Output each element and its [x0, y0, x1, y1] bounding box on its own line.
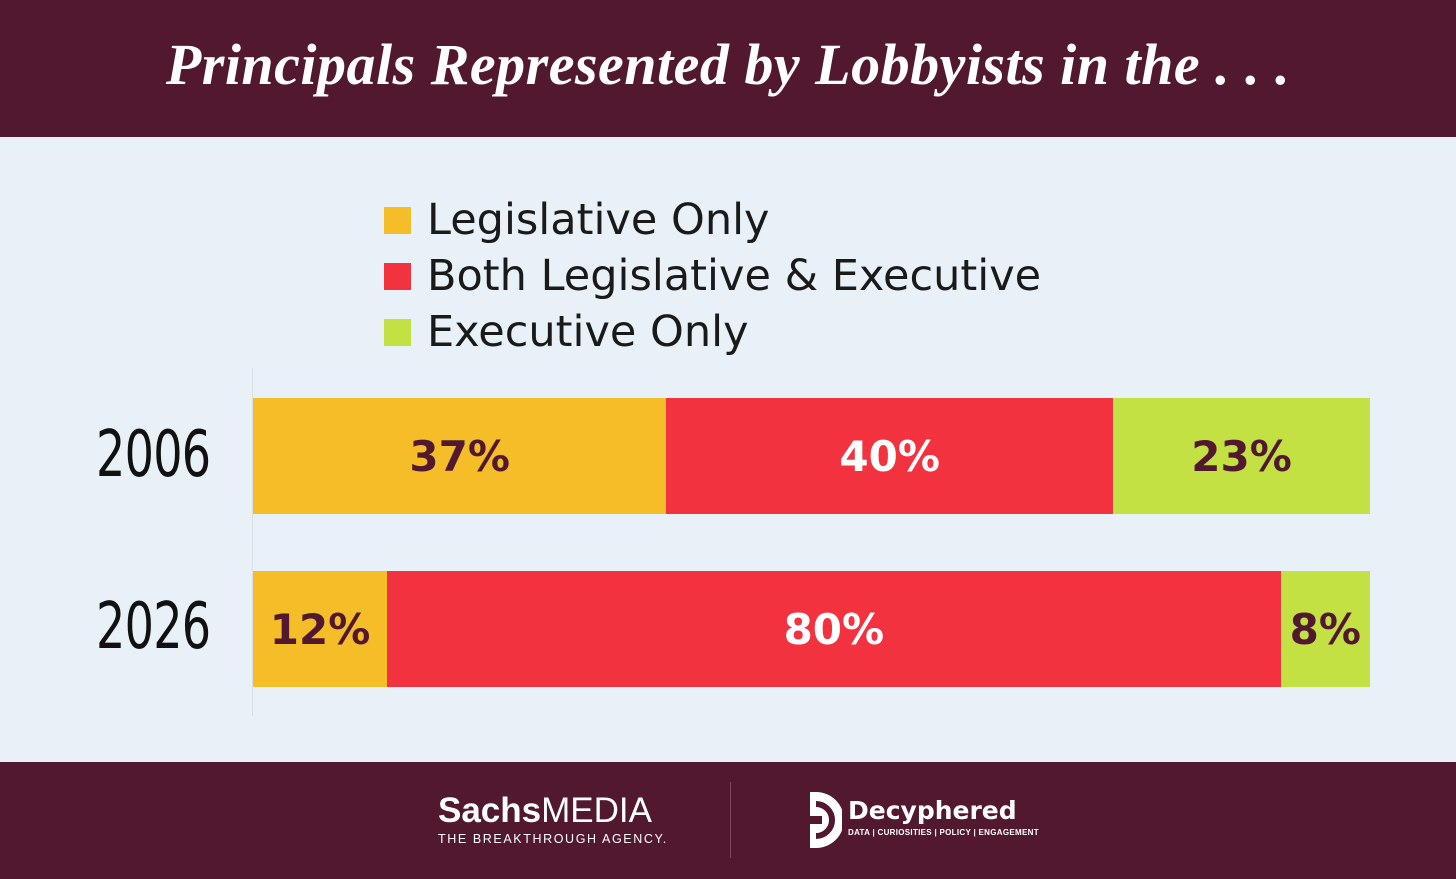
data-label: 8%: [1289, 604, 1361, 654]
bar-row-2026: 12% 80% 8%: [253, 571, 1370, 687]
bar-segment-2026-both-legislative-executive: 80%: [387, 571, 1281, 687]
data-label: 23%: [1191, 431, 1292, 481]
sachs-name-light: MEDIA: [541, 791, 652, 830]
bar-segment-2006-legislative-only: 37%: [253, 398, 667, 514]
sachs-tagline: THE BREAKTHROUGH AGENCY.: [438, 832, 668, 846]
legend-swatch: [384, 318, 411, 346]
chart-legend: Legislative Only Both Legislative & Exec…: [384, 192, 1041, 360]
sachs-name-bold: Sachs: [438, 791, 542, 830]
sachs-media-logo: SachsMEDIA THE BREAKTHROUGH AGENCY.: [438, 791, 668, 847]
data-label: 37%: [409, 431, 510, 481]
data-label: 80%: [783, 604, 885, 654]
legend-label: Legislative Only: [427, 195, 770, 245]
legend-swatch: [384, 262, 411, 290]
bar-segment-2006-executive-only: 23%: [1113, 398, 1370, 514]
decyphered-logo: Decyphered DATA | CURIOSITIES | POLICY |…: [848, 796, 1039, 837]
chart-title: Principals Represented by Lobbyists in t…: [165, 32, 1291, 97]
bar-segment-2026-executive-only: 8%: [1280, 571, 1370, 687]
legend-swatch: [384, 206, 411, 234]
category-label-2026: 2026: [96, 590, 211, 664]
decyphered-logo-icon: [810, 792, 842, 848]
bar-segment-2026-legislative-only: 12%: [253, 571, 388, 687]
legend-item-executive-only: Executive Only: [384, 304, 1041, 360]
data-label: 40%: [839, 431, 940, 481]
legend-label: Both Legislative & Executive: [427, 251, 1042, 301]
bar-row-2006: 37% 40% 23%: [253, 398, 1370, 514]
decyphered-name: Decyphered: [848, 796, 1017, 825]
bar-segment-2006-both-legislative-executive: 40%: [666, 398, 1114, 514]
header-banner: Principals Represented by Lobbyists in t…: [0, 0, 1456, 137]
decyphered-tagline: DATA | CURIOSITIES | POLICY | ENGAGEMENT: [848, 828, 1039, 837]
legend-item-legislative-only: Legislative Only: [384, 192, 1041, 248]
data-label: 12%: [269, 604, 371, 654]
footer-banner: [0, 762, 1456, 879]
legend-label: Executive Only: [427, 307, 749, 357]
category-label-2006: 2006: [96, 418, 211, 492]
category-axis-line: [252, 368, 253, 716]
footer-divider: [730, 782, 731, 858]
legend-item-both: Both Legislative & Executive: [384, 248, 1041, 304]
